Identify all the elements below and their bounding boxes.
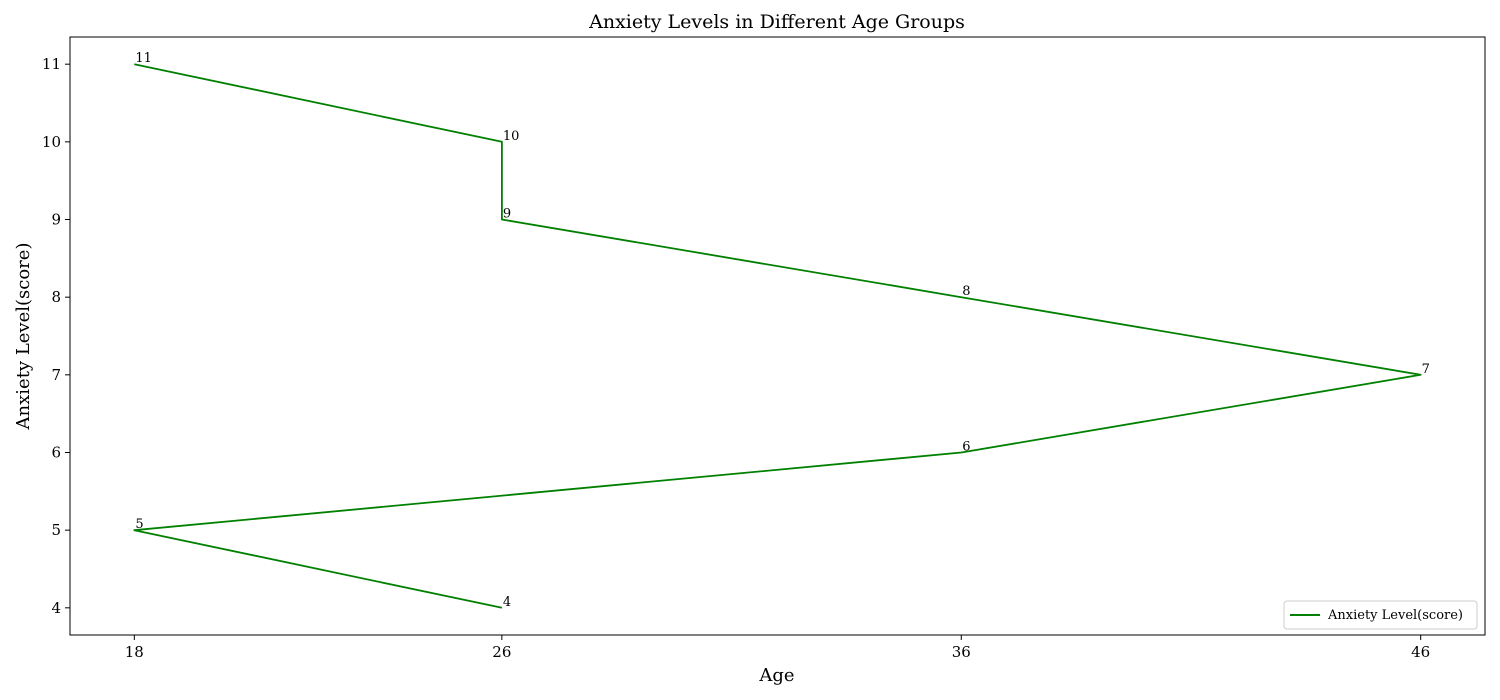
x-tick-label: 26 bbox=[492, 643, 511, 661]
data-label: 10 bbox=[503, 129, 520, 144]
x-tick-label: 18 bbox=[125, 643, 144, 661]
y-axis-label: Anxiety Level(score) bbox=[13, 243, 34, 431]
plot-area-frame bbox=[69, 36, 1486, 636]
chart-title: Anxiety Levels in Different Age Groups bbox=[588, 11, 965, 33]
data-label: 9 bbox=[503, 207, 511, 222]
y-tick-label: 10 bbox=[42, 133, 61, 151]
x-tick-label: 46 bbox=[1411, 643, 1430, 661]
y-tick-label: 5 bbox=[51, 521, 61, 539]
y-tick-label: 6 bbox=[51, 443, 61, 461]
data-label: 4 bbox=[503, 595, 511, 610]
series-line-anxiety-level bbox=[133, 63, 1422, 609]
data-label: 11 bbox=[135, 51, 152, 66]
x-axis-ticks: 18 26 36 46 bbox=[125, 635, 1430, 661]
y-tick-label: 9 bbox=[51, 211, 61, 229]
data-label: 7 bbox=[1422, 362, 1430, 377]
y-axis-ticks: 4 5 6 7 8 9 10 11 bbox=[42, 55, 70, 617]
data-label: 5 bbox=[135, 517, 143, 532]
data-label: 6 bbox=[962, 439, 970, 454]
x-axis-label: Age bbox=[758, 665, 794, 686]
data-label: 8 bbox=[962, 284, 970, 299]
y-tick-label: 8 bbox=[51, 288, 61, 306]
x-tick-label: 36 bbox=[952, 643, 971, 661]
y-tick-label: 4 bbox=[51, 599, 61, 617]
data-labels-layer: 4 5 6 7 8 9 10 11 bbox=[135, 51, 1430, 610]
legend: Anxiety Level(score) bbox=[1283, 600, 1478, 630]
y-tick-label: 11 bbox=[42, 55, 61, 73]
series-layer bbox=[133, 63, 1422, 609]
legend-box bbox=[1283, 600, 1478, 630]
legend-entry: Anxiety Level(score) bbox=[1327, 608, 1463, 623]
y-tick-label: 7 bbox=[51, 366, 61, 384]
